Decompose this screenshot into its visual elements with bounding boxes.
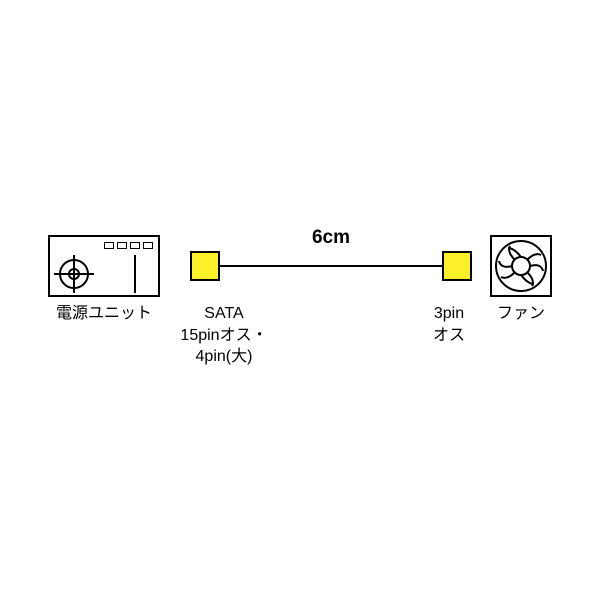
left-connector-icon xyxy=(190,251,220,281)
psu-ports xyxy=(104,242,153,249)
cable-diagram: 6cm xyxy=(48,235,552,297)
cable-line: 6cm xyxy=(220,251,442,281)
fan-icon xyxy=(490,235,552,297)
fan-label: ファン xyxy=(490,303,552,368)
cable-length-label: 6cm xyxy=(312,227,350,249)
right-connector-label: 3pin オス xyxy=(426,303,472,368)
psu-label: 電源ユニット xyxy=(48,303,160,368)
left-connector-label: SATA 15pinオス・ 4pin(大) xyxy=(174,303,274,368)
psu-icon xyxy=(48,235,160,297)
labels-row: 電源ユニット SATA 15pinオス・ 4pin(大) 3pin オス ファン xyxy=(48,303,552,368)
right-connector-icon xyxy=(442,251,472,281)
